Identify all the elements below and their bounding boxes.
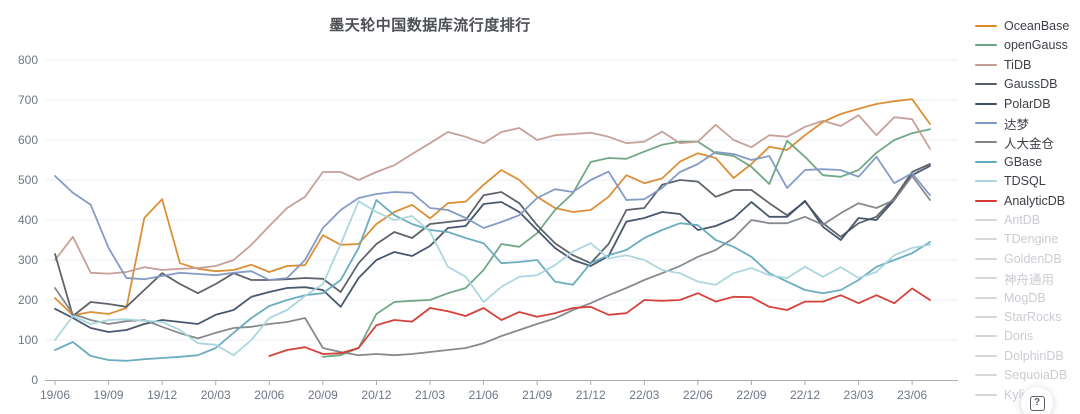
legend-swatch-达梦 (975, 122, 997, 124)
legend-swatch-TDengine (975, 238, 997, 241)
legend-label: 达梦 (1004, 117, 1030, 132)
legend-item-openGauss[interactable]: openGauss (975, 37, 1068, 53)
y-axis-label-0: 0 (31, 373, 38, 387)
legend-item-GoldenDB[interactable]: GoldenDB (975, 251, 1062, 267)
legend-label: PolarDB (1004, 96, 1051, 111)
series-line-TDSQL (54, 200, 931, 357)
legend-swatch-神舟通用 (975, 277, 997, 280)
legend-item-AntDB[interactable]: AntDB (975, 212, 1040, 228)
x-axis-label-20/12: 20/12 (361, 388, 391, 402)
legend-swatch-人大金仓 (975, 141, 997, 144)
legend-swatch-StarRocks (975, 316, 997, 318)
x-axis-label-22/06: 22/06 (683, 388, 713, 402)
legend-swatch-AntDB (975, 219, 997, 221)
x-axis-label-20/03: 20/03 (201, 388, 231, 402)
legend-label: openGauss (1004, 38, 1068, 53)
y-axis-label-700: 700 (18, 93, 38, 107)
x-axis-label-23/03: 23/03 (844, 388, 874, 402)
legend-swatch-TDSQL (975, 180, 997, 183)
legend-item-DolphinDB[interactable]: DolphinDB (975, 348, 1064, 364)
legend-item-MogDB[interactable]: MogDB (975, 290, 1046, 306)
legend-swatch-Doris (975, 335, 997, 338)
y-axis-label-500: 500 (18, 173, 38, 187)
legend-label: TiDB (1004, 57, 1032, 72)
y-axis-label-100: 100 (18, 333, 38, 347)
help-button[interactable]: ? (1021, 387, 1053, 414)
question-mark-icon: ? (1029, 395, 1045, 411)
x-axis-label-21/03: 21/03 (415, 388, 445, 402)
legend-label: TDengine (1004, 232, 1059, 247)
legend-label: 神舟通用 (1004, 272, 1055, 287)
legend-label: TDSQL (1004, 174, 1046, 189)
legend-label: GoldenDB (1004, 251, 1062, 266)
y-axis-label-200: 200 (18, 293, 38, 307)
series-line-达梦 (54, 151, 931, 281)
legend-label: AnalyticDB (1004, 193, 1066, 208)
x-axis-label-19/06: 19/06 (40, 388, 70, 402)
legend-item-Doris[interactable]: Doris (975, 328, 1033, 344)
legend-swatch-TiDB (975, 63, 997, 66)
series-line-人大金仓 (54, 175, 931, 357)
series-line-openGauss (321, 128, 931, 358)
legend-item-GBase[interactable]: GBase (975, 154, 1042, 170)
x-axis-label-20/09: 20/09 (308, 388, 338, 402)
legend-swatch-openGauss (975, 44, 997, 47)
y-axis-label-800: 800 (18, 53, 38, 67)
legend-swatch-MogDB (975, 296, 997, 299)
y-axis-label-400: 400 (18, 213, 38, 227)
legend-swatch-SequoiaDB (975, 374, 997, 377)
x-axis-label-22/12: 22/12 (790, 388, 820, 402)
legend-item-SequoiaDB[interactable]: SequoiaDB (975, 367, 1067, 383)
legend-label: SequoiaDB (1004, 368, 1068, 383)
legend-label: MogDB (1004, 290, 1046, 305)
x-axis-label-23/06: 23/06 (897, 388, 927, 402)
y-axis-label-600: 600 (18, 133, 38, 147)
legend-swatch-PolarDB (975, 102, 997, 105)
legend-swatch-GBase (975, 160, 997, 163)
x-axis-label-21/06: 21/06 (469, 388, 499, 402)
legend-item-TiDB[interactable]: TiDB (975, 57, 1031, 73)
legend-item-OceanBase[interactable]: OceanBase (975, 18, 1069, 34)
legend-label: GBase (1004, 154, 1043, 169)
legend-item-达梦[interactable]: 达梦 (975, 115, 1030, 132)
series-line-PolarDB (54, 165, 931, 333)
legend-swatch-DolphinDB (975, 354, 997, 357)
legend-item-StarRocks[interactable]: StarRocks (975, 309, 1062, 325)
legend-item-GaussDB[interactable]: GaussDB (975, 76, 1058, 92)
legend-item-PolarDB[interactable]: PolarDB (975, 96, 1051, 112)
legend-swatch-OceanBase (975, 25, 997, 27)
x-axis-label-21/09: 21/09 (522, 388, 552, 402)
x-axis-label-22/03: 22/03 (629, 388, 659, 402)
x-axis-label-20/06: 20/06 (254, 388, 284, 402)
chart-title: 墨天轮中国数据库流行度排行 (329, 17, 531, 34)
x-axis-label-22/09: 22/09 (736, 388, 766, 402)
legend-label: GaussDB (1004, 77, 1058, 92)
legend-label: DolphinDB (1004, 348, 1064, 363)
x-axis-label-21/12: 21/12 (576, 388, 606, 402)
legend-label: AntDB (1004, 213, 1041, 227)
legend-label: OceanBase (1004, 19, 1070, 33)
legend-label: Doris (1004, 329, 1034, 344)
legend-item-TDengine[interactable]: TDengine (975, 231, 1058, 247)
y-axis-label-300: 300 (18, 253, 38, 267)
legend-label: StarRocks (1004, 310, 1062, 324)
legend-item-人大金仓[interactable]: 人大金仓 (975, 134, 1055, 151)
legend-swatch-GaussDB (975, 83, 997, 86)
series-line-AnalyticDB (268, 287, 931, 357)
x-axis-label-19/12: 19/12 (147, 388, 177, 402)
series-line-TiDB (54, 114, 931, 275)
legend-swatch-AnalyticDB (975, 199, 997, 202)
legend-swatch-GoldenDB (975, 257, 997, 260)
legend-item-TDSQL[interactable]: TDSQL (975, 173, 1046, 189)
series-line-GaussDB (54, 163, 931, 317)
x-axis-label-19/09: 19/09 (94, 388, 124, 402)
legend-item-AnalyticDB[interactable]: AnalyticDB (975, 193, 1065, 209)
legend-label: 人大金仓 (1004, 136, 1055, 151)
legend-item-神舟通用[interactable]: 神舟通用 (975, 270, 1055, 287)
series-line-GBase (54, 199, 931, 362)
legend-swatch-Kylig (975, 393, 997, 396)
